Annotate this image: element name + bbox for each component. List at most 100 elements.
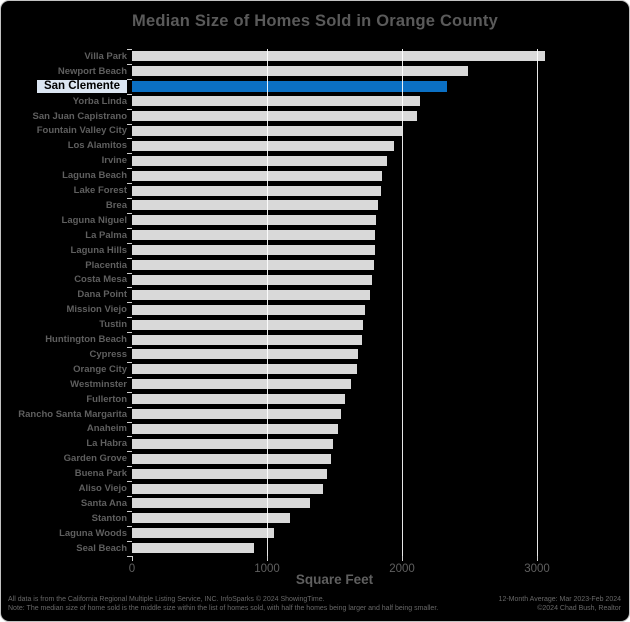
bar <box>132 528 275 539</box>
bar <box>132 543 254 554</box>
copyright-label: ©2024 Chad Bush, Realtor <box>537 605 621 612</box>
bar-row: Lake Forest <box>1 183 629 198</box>
y-axis-tick <box>127 421 132 423</box>
bar <box>132 230 375 241</box>
category-label: Laguna Niguel <box>61 214 127 226</box>
y-axis-tick <box>127 555 132 557</box>
gridline <box>402 49 403 556</box>
category-label: Cypress <box>89 348 128 360</box>
bar-row: Dana Point <box>1 287 629 302</box>
bar <box>132 468 328 479</box>
bar-row: San Clemente <box>1 77 629 95</box>
category-label: Anaheim <box>86 423 127 435</box>
bar-row: Los Alamitos <box>1 138 629 153</box>
y-axis-tick <box>127 317 132 319</box>
category-label: Tustin <box>99 319 127 331</box>
y-axis-tick <box>127 302 132 304</box>
x-axis-title: Square Feet <box>295 571 374 587</box>
bar-row: Santa Ana <box>1 496 629 511</box>
bar-row: Villa Park <box>1 49 629 64</box>
bar-row: Placentia <box>1 258 629 273</box>
y-axis-tick <box>127 93 132 95</box>
bar <box>132 364 357 375</box>
category-label: Laguna Hills <box>70 244 127 256</box>
y-axis-tick <box>127 123 132 125</box>
bar <box>132 498 311 509</box>
category-label: Mission Viejo <box>66 304 127 316</box>
y-axis-tick <box>127 242 132 244</box>
category-label: Irvine <box>101 155 127 167</box>
bar-row: Laguna Hills <box>1 243 629 258</box>
bar <box>132 274 373 285</box>
x-tick-label: 3000 <box>524 562 550 575</box>
bar-row: Cypress <box>1 347 629 362</box>
category-label: Laguna Beach <box>62 170 127 182</box>
bar <box>132 304 365 315</box>
category-label: La Palma <box>85 229 127 241</box>
y-axis-tick <box>127 153 132 155</box>
bar <box>132 170 382 181</box>
bar-row: Costa Mesa <box>1 273 629 288</box>
category-label: Seal Beach <box>76 542 127 554</box>
highlighted-category-label: San Clemente <box>34 77 129 95</box>
footer-line-1: All data is from the California Regional… <box>8 596 621 604</box>
y-axis-tick <box>127 63 132 65</box>
y-axis-tick <box>127 347 132 348</box>
bar-row: Mission Viejo <box>1 302 629 317</box>
category-label: Aliso Viejo <box>78 483 127 495</box>
bar-row: Anaheim <box>1 422 629 437</box>
gridline <box>267 49 268 556</box>
bar-row: Laguna Niguel <box>1 213 629 228</box>
date-range-label: 12-Month Average: Mar 2023-Feb 2024 <box>498 596 621 603</box>
chart-title: Median Size of Homes Sold in Orange Coun… <box>132 12 498 30</box>
bar <box>132 111 417 122</box>
bar-row: Tustin <box>1 317 629 332</box>
bar-row: La Palma <box>1 228 629 243</box>
y-axis-tick <box>127 525 132 527</box>
bar <box>132 245 375 256</box>
bar-row: Stanton <box>1 511 629 526</box>
bar <box>132 423 338 434</box>
category-label: Westminster <box>70 378 127 390</box>
y-axis-tick <box>127 287 132 289</box>
category-label: Villa Park <box>84 50 127 62</box>
bar-row: Newport Beach <box>1 64 629 79</box>
category-label: Costa Mesa <box>74 274 127 286</box>
category-label: Brea <box>105 199 127 211</box>
category-label: La Habra <box>86 438 127 450</box>
y-axis-tick <box>127 406 132 408</box>
highlighted-bar <box>132 80 447 92</box>
category-label: Stanton <box>91 512 127 524</box>
y-axis-tick <box>127 272 132 274</box>
bar <box>132 215 377 226</box>
bar <box>132 260 375 271</box>
y-axis-tick <box>127 496 132 497</box>
bar-row: Westminster <box>1 377 629 392</box>
data-source-attribution: All data is from the California Regional… <box>8 596 325 603</box>
y-axis-tick <box>127 481 132 483</box>
category-label: Garden Grove <box>63 453 127 465</box>
x-axis-tick <box>402 555 403 561</box>
category-label: Fullerton <box>86 393 127 405</box>
gridline <box>537 49 538 556</box>
bar-row: La Habra <box>1 436 629 451</box>
bar-row: Irvine <box>1 153 629 168</box>
y-axis-tick <box>127 332 132 334</box>
bar <box>132 51 546 62</box>
bar-row: Brea <box>1 198 629 213</box>
bar-row: Garden Grove <box>1 451 629 466</box>
x-tick-label: 2000 <box>389 562 415 575</box>
bar <box>132 379 352 390</box>
y-axis-tick <box>127 78 132 80</box>
y-axis-tick <box>127 436 132 438</box>
category-label: Placentia <box>85 259 127 271</box>
x-axis-tick <box>267 555 268 561</box>
category-label: San Juan Capistrano <box>32 110 128 122</box>
category-label: Rancho Santa Margarita <box>18 408 127 420</box>
bar <box>132 334 362 345</box>
bar <box>132 483 323 494</box>
y-axis-tick <box>127 361 132 363</box>
y-axis-tick <box>127 257 132 259</box>
bar <box>132 513 290 524</box>
